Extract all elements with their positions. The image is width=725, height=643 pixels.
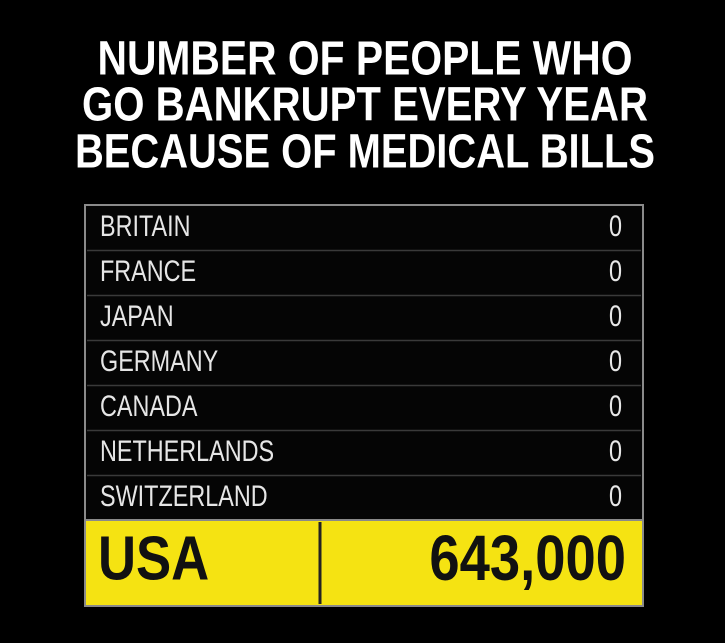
title-line: NUMBER OF PEOPLE WHO [98,33,633,86]
country-label: SWITZERLAND [100,479,268,512]
value-label: 0 [609,254,622,287]
value-label: 0 [609,209,622,242]
country-label: BRITAIN [100,209,191,242]
country-label: GERMANY [100,344,218,377]
country-label: CANADA [100,389,198,422]
title-line: GO BANKRUPT EVERY YEAR [82,79,648,132]
highlight-row [84,519,644,607]
title-line: BECAUSE OF MEDICAL BILLS [75,126,655,179]
value-label: 0 [609,299,622,332]
country-label: FRANCE [100,254,196,287]
value-label: 0 [609,344,622,377]
value-label: 643,000 [429,522,626,594]
value-label: 0 [609,389,622,422]
value-label: 0 [609,434,622,467]
country-label: JAPAN [100,299,174,332]
table-frame [84,204,644,521]
value-label: 0 [609,479,622,512]
country-label: NETHERLANDS [100,434,274,467]
country-label: USA [98,524,209,593]
